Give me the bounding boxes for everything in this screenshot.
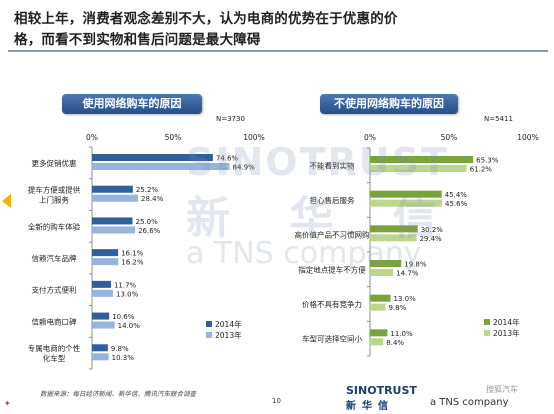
right-bar: [370, 234, 417, 242]
left-value-label: 16.2%: [121, 259, 144, 267]
left-sample-size: N=3730: [216, 115, 245, 123]
right-value-label: 45.6%: [445, 200, 468, 208]
left-tick-label: 100%: [243, 133, 264, 142]
left-bar: [92, 194, 139, 202]
left-bar: [92, 154, 213, 161]
right-category-label: 车型可选择空间小: [302, 334, 362, 344]
right-tick-label: 100%: [517, 133, 538, 142]
left-value-label: 74.6%: [216, 155, 239, 163]
left-category-label: 信赖汽车品牌: [32, 253, 77, 263]
left-category-label: 提车方便或提供: [28, 185, 81, 195]
left-bar: [92, 163, 230, 170]
right-category-label: 不能看到实物: [310, 160, 355, 170]
left-legend-swatch: [206, 321, 212, 327]
corner-logo: 搜狐汽车: [486, 385, 518, 394]
right-bar: [370, 338, 384, 346]
left-legend-label: 2014年: [215, 319, 242, 329]
right-bar: [370, 303, 386, 311]
right-bar: [370, 190, 442, 198]
logo-cn: 新华信: [346, 401, 394, 412]
right-value-label: 9.8%: [388, 304, 406, 312]
left-value-label: 9.8%: [111, 345, 129, 353]
right-legend-label: 2013年: [493, 328, 520, 338]
left-bar: [92, 344, 108, 352]
left-bar: [92, 353, 109, 361]
presenter-pointer-icon: ✦: [4, 399, 11, 408]
left-value-label: 16.1%: [121, 250, 144, 258]
left-tick-label: 50%: [165, 133, 182, 142]
right-value-label: 19.8%: [404, 261, 427, 269]
left-bar: [92, 185, 133, 193]
left-category-label: 化车型: [43, 353, 66, 363]
left-legend-swatch: [206, 332, 212, 338]
right-bar: [370, 165, 467, 172]
right-sample-size: N=5411: [484, 115, 513, 123]
slide-title-line-2: 格，而看不到实物和售后问题是最大障碍: [14, 32, 261, 48]
right-value-label: 11.0%: [390, 330, 413, 338]
slide-title-line-1: 相较上年，消费者观念差别不大，认为电商的优势在于优惠的价: [14, 11, 398, 27]
right-value-label: 8.4%: [386, 339, 404, 347]
right-value-label: 29.4%: [419, 235, 442, 243]
left-legend-label: 2013年: [215, 330, 242, 340]
right-value-label: 13.0%: [394, 295, 417, 303]
left-bar: [92, 312, 110, 320]
page-number: 10: [272, 397, 281, 405]
left-value-label: 11.7%: [114, 281, 137, 289]
right-bar: [370, 199, 443, 207]
left-category-label: 支付方式便利: [32, 285, 77, 295]
right-bar: [370, 260, 402, 267]
right-bar: [370, 269, 394, 276]
left-chart-title: 使用网络购车的原因: [62, 94, 202, 114]
left-bar: [92, 249, 119, 257]
left-bar: [92, 289, 114, 297]
right-bar: [370, 294, 391, 302]
title-divider: [8, 50, 548, 52]
right-legend-swatch: [484, 330, 490, 336]
right-category-label: 价格不具有竞争力: [302, 299, 362, 309]
right-value-label: 61.2%: [470, 166, 493, 174]
right-legend-swatch: [484, 319, 490, 325]
left-bar: [92, 226, 136, 234]
logo-brand: SINOTRUST: [346, 384, 417, 397]
left-bar: [92, 217, 133, 225]
right-category-label: 担心售后服务: [310, 195, 355, 205]
left-value-label: 26.6%: [138, 227, 161, 235]
left-value-label: 25.2%: [136, 186, 159, 194]
left-value-label: 25.0%: [136, 218, 159, 226]
right-bar: [370, 156, 474, 163]
left-tick-label: 0%: [86, 133, 98, 142]
right-tick-label: 0%: [364, 133, 376, 142]
right-category-label: 指定地点提车不方便: [298, 264, 366, 274]
left-value-label: 10.3%: [112, 354, 135, 362]
data-source-note: 数据来源：每日经济新闻、新华信、腾讯汽车联合调查: [40, 390, 196, 398]
right-chart-title: 不使用网络购车的原因: [320, 94, 458, 114]
left-value-label: 84.9%: [233, 164, 256, 172]
right-tick-label: 50%: [441, 133, 458, 142]
right-value-label: 65.3%: [476, 157, 499, 165]
logo-sub: a TNS company: [430, 397, 509, 408]
left-category-label: 全新的购车体验: [28, 221, 81, 231]
right-value-label: 45.4%: [445, 191, 468, 199]
right-category-label: 高价值产品不习惯网购: [295, 230, 370, 240]
left-value-label: 13.0%: [116, 290, 139, 298]
left-category-label: 信赖电商口碑: [32, 316, 77, 326]
right-legend-label: 2014年: [493, 317, 520, 327]
left-value-label: 14.0%: [118, 322, 141, 330]
left-bar: [92, 258, 119, 266]
left-category-label: 上门服务: [39, 195, 69, 205]
right-bar: [370, 225, 418, 233]
right-value-label: 14.7%: [396, 270, 419, 278]
previous-slide-arrow-icon[interactable]: [2, 194, 11, 208]
left-bar: [92, 280, 111, 288]
right-value-label: 30.2%: [421, 226, 444, 234]
left-value-label: 10.6%: [112, 313, 135, 321]
left-category-label: 更多促销优惠: [32, 158, 77, 168]
left-category-label: 专属电商的个性: [28, 343, 81, 353]
left-bar: [92, 321, 115, 329]
left-value-label: 28.4%: [141, 195, 164, 203]
right-bar: [370, 329, 388, 337]
